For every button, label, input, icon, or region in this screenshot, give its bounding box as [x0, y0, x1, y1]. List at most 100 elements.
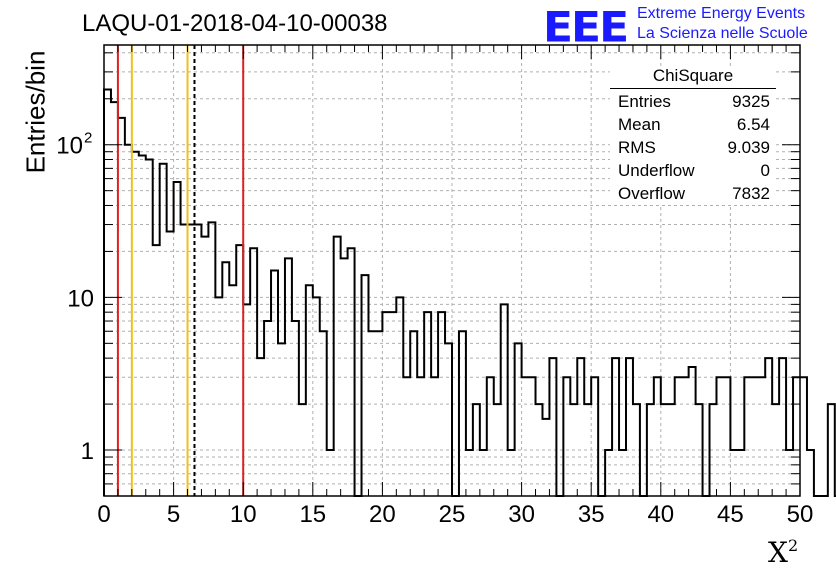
stats-title: ChiSquare [610, 66, 776, 89]
x-axis-label-base: X [768, 536, 788, 569]
histogram-bin [716, 377, 723, 496]
x-tick-label: 40 [647, 501, 674, 528]
chart-title: LAQU-01-2018-04-10-00038 [82, 10, 388, 37]
y-tick-label: 10 [67, 285, 94, 312]
stats-value: 9325 [732, 92, 770, 111]
histogram-bin [160, 164, 167, 496]
histogram-bin [807, 450, 814, 496]
histogram-bin [779, 358, 786, 496]
histogram-bin [153, 245, 160, 496]
stats-value: 0 [760, 161, 770, 180]
histogram-bin [480, 450, 487, 496]
axis-ticks [103, 45, 801, 497]
histogram-bin [250, 248, 257, 496]
histogram-bin [730, 450, 737, 496]
histogram-bin [633, 404, 640, 496]
x-tick-label: 5 [167, 501, 180, 528]
histogram-bin [236, 245, 243, 496]
histogram-bin [348, 248, 355, 496]
histogram-bin [389, 312, 396, 496]
histogram-bin [626, 358, 633, 496]
histogram-bin [431, 377, 438, 496]
histogram-bin [591, 377, 598, 496]
histogram-bin [793, 377, 800, 496]
histogram-bin [675, 377, 682, 496]
histogram-bin [522, 377, 529, 496]
histogram-bin [396, 297, 403, 496]
stats-value: 6.54 [736, 115, 770, 134]
histogram-bin [751, 377, 758, 496]
histogram-bin [194, 225, 201, 496]
histogram-bin [536, 404, 543, 496]
histogram-bin [118, 118, 125, 496]
histogram-bin [139, 155, 146, 496]
histogram-bin [313, 297, 320, 496]
histogram-bin [215, 297, 222, 496]
histogram-bin [285, 258, 292, 496]
stats-label: RMS [618, 138, 656, 157]
histogram-bin [320, 331, 327, 496]
histogram-bin [584, 404, 591, 496]
stats-label: Overflow [618, 184, 686, 203]
y-tick-label: 1 [81, 438, 94, 465]
histogram-bin [737, 450, 744, 496]
y-tick-label: 10 [56, 133, 83, 160]
histogram-bin [167, 232, 174, 496]
histogram-bin [403, 377, 410, 496]
histogram-bin [682, 377, 689, 496]
histogram-bin [181, 225, 188, 496]
histogram-bin [563, 377, 570, 496]
stats-label: Entries [618, 92, 671, 111]
stats-label: Mean [618, 115, 661, 134]
histogram-bin [410, 331, 417, 496]
histogram [103, 88, 836, 497]
histogram-bin [570, 404, 577, 496]
logo-line-2: La Scienza nelle Scuole [637, 25, 808, 42]
histogram-bin [257, 358, 264, 496]
histogram-bin [487, 377, 494, 496]
histogram-bin [299, 404, 306, 496]
stats-value: 7832 [732, 184, 770, 203]
x-tick-label: 45 [717, 501, 744, 528]
eee-logo: EEE [543, 3, 629, 52]
histogram-bin [271, 271, 278, 497]
histogram-bin [438, 312, 445, 496]
histogram-bin [515, 343, 522, 496]
histogram-bin [132, 152, 139, 496]
histogram-bin [341, 258, 348, 496]
x-tick-label: 20 [369, 501, 396, 528]
logo-line-1: Extreme Energy Events [637, 5, 806, 22]
stats-box: ChiSquare Entries 9325 Mean 6.54 RMS 9.039 … [610, 66, 776, 205]
histogram-bin [765, 358, 772, 496]
x-tick-label: 50 [787, 501, 814, 528]
stats-row: RMS 9.039 [610, 136, 776, 159]
histogram-bin [264, 321, 271, 496]
x-tick-label: 35 [578, 501, 605, 528]
histogram-bin [382, 312, 389, 496]
histogram-bin [327, 450, 334, 496]
histogram-bin [188, 225, 195, 496]
x-tick-label: 10 [230, 501, 257, 528]
histogram-bin [619, 450, 626, 496]
histogram-bin [222, 262, 229, 496]
stats-row: Entries 9325 [610, 90, 776, 113]
histogram-bin [647, 404, 654, 496]
histogram-bin [696, 404, 703, 496]
histogram-bin [689, 367, 696, 496]
histogram-bin [208, 222, 215, 496]
histogram-bin [104, 89, 111, 496]
histogram-bin [201, 237, 208, 496]
stats-row: Underflow 0 [610, 159, 776, 182]
histogram-bin [473, 404, 480, 496]
y-axis-label: Entries/bin [20, 50, 51, 174]
histogram-bin [146, 160, 153, 496]
x-axis-label-sup: 2 [787, 536, 799, 555]
stats-value: 9.039 [727, 138, 770, 157]
histogram-bin [654, 377, 661, 496]
histogram-bin [459, 331, 466, 496]
histogram-bin [306, 285, 313, 496]
x-axis-label: X2 [768, 536, 798, 569]
histogram-bin [612, 358, 619, 496]
histogram-bin [494, 404, 501, 496]
histogram-bin [125, 145, 132, 496]
